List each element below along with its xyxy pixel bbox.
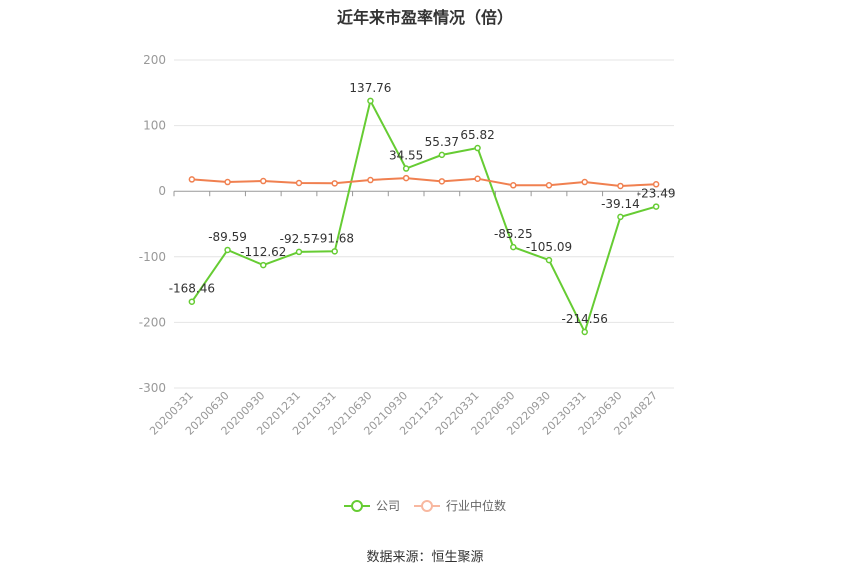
company-data-label: -85.25 bbox=[494, 227, 533, 241]
legend-industry-median-marker-icon bbox=[414, 498, 440, 514]
company-data-point bbox=[402, 165, 410, 172]
company-data-label: -91.68 bbox=[315, 231, 354, 245]
company-data-point bbox=[652, 203, 660, 210]
industry-median-data-point bbox=[617, 182, 624, 190]
legend-company-label: 公司 bbox=[375, 499, 400, 513]
company-data-point bbox=[224, 246, 231, 254]
company-data-point bbox=[581, 328, 588, 336]
legend-item-industry-median[interactable]: 行业中位数 bbox=[414, 497, 506, 514]
company-data-point bbox=[295, 248, 303, 256]
legend-item-company[interactable]: 公司 bbox=[343, 497, 400, 514]
industry-median-series-line bbox=[191, 177, 657, 188]
industry-median-data-point bbox=[367, 176, 374, 184]
chart-title: 近年来市盈率情况（倍） bbox=[336, 8, 513, 27]
company-data-label: -39.14 bbox=[601, 197, 640, 211]
industry-median-data-point bbox=[331, 180, 338, 187]
industry-median-data-point bbox=[545, 182, 553, 189]
data-source-note: 数据来源：恒生聚源 bbox=[366, 550, 484, 565]
company-data-point bbox=[367, 97, 374, 105]
industry-median-data-point bbox=[474, 175, 481, 182]
company-data-label: 65.82 bbox=[460, 128, 494, 142]
company-data-label: -23.49 bbox=[637, 187, 676, 201]
company-data-point bbox=[545, 256, 553, 264]
industry-median-data-point bbox=[260, 177, 267, 185]
industry-median-data-point bbox=[438, 178, 446, 185]
industry-median-data-point bbox=[402, 174, 410, 182]
company-data-point bbox=[331, 248, 338, 255]
company-data-point bbox=[260, 261, 267, 269]
company-data-point bbox=[438, 151, 446, 159]
company-data-label: -105.09 bbox=[526, 240, 572, 254]
company-data-label: 137.76 bbox=[349, 81, 391, 95]
company-data-point bbox=[188, 298, 196, 305]
y-tick-label: 0 bbox=[158, 184, 166, 198]
legend-industry-median-label: 行业中位数 bbox=[446, 499, 507, 513]
chart-legend: 公司 行业中位数 bbox=[0, 497, 850, 514]
industry-median-data-point bbox=[652, 181, 660, 188]
industry-median-data-point bbox=[295, 179, 303, 187]
y-tick-label: 200 bbox=[143, 53, 166, 67]
industry-median-data-point bbox=[581, 178, 588, 186]
company-data-label: -168.46 bbox=[169, 282, 215, 296]
company-data-label: -92.57 bbox=[280, 232, 319, 246]
y-tick-label: 100 bbox=[143, 119, 166, 133]
industry-median-data-point bbox=[188, 176, 196, 183]
y-tick-label: -100 bbox=[139, 250, 166, 264]
company-data-label: 34.55 bbox=[389, 149, 423, 163]
industry-median-data-point bbox=[510, 182, 517, 189]
y-tick-label: -300 bbox=[139, 381, 166, 395]
company-series-line bbox=[191, 97, 657, 335]
company-data-point bbox=[474, 144, 481, 152]
legend-company-marker-icon bbox=[343, 498, 370, 514]
company-data-point bbox=[510, 243, 517, 251]
company-data-point bbox=[617, 213, 624, 221]
industry-median-data-point bbox=[224, 178, 231, 186]
company-data-label: -112.62 bbox=[240, 245, 286, 259]
company-data-label: -214.56 bbox=[562, 312, 608, 326]
y-tick-label: -200 bbox=[139, 315, 166, 329]
company-data-label: -89.59 bbox=[208, 230, 247, 244]
company-data-label: 55.37 bbox=[425, 135, 459, 149]
